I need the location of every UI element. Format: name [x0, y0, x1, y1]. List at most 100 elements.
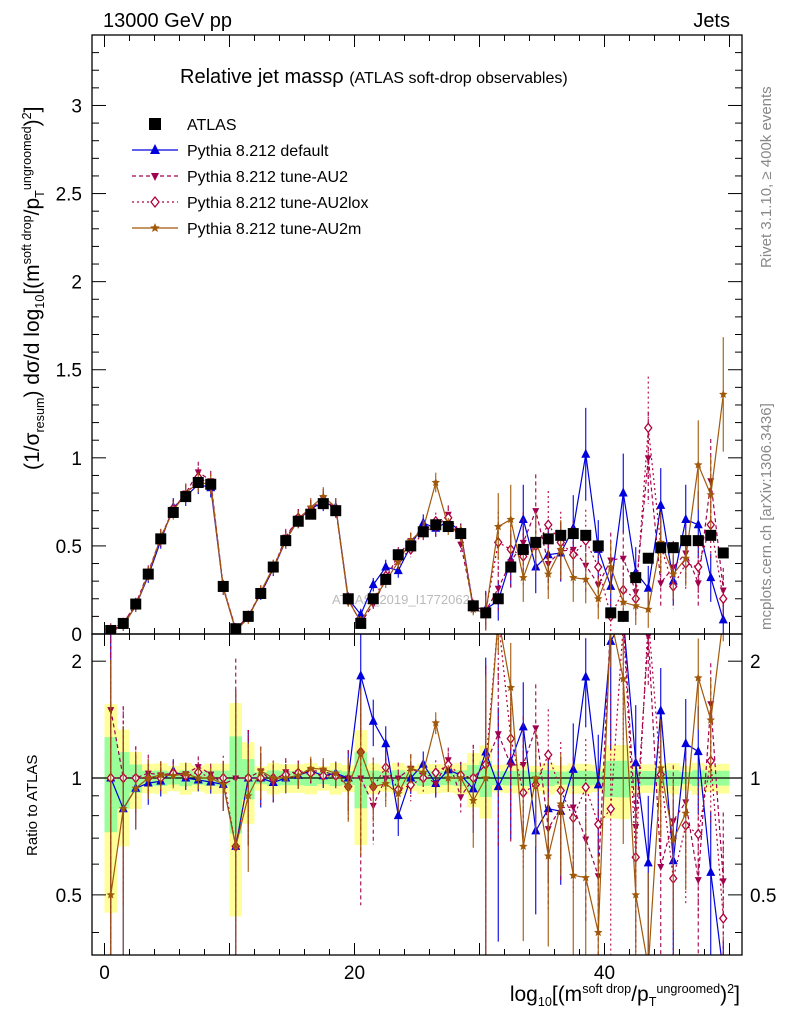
pythia-8-212-tune-au2m-ratio-line [110, 634, 722, 955]
pythia-8-212-tune-au2m-ratio-point [531, 773, 540, 782]
pythia-8-212-tune-au2m-ratio-point [356, 747, 365, 756]
pythia-8-212-tune-au2m-ratio-point [269, 773, 278, 782]
chart-subtitle: (ATLAS soft-drop observables) [349, 70, 568, 87]
atlas-data-point [642, 552, 654, 564]
pythia-8-212-default-point [693, 519, 703, 529]
pythia-8-212-tune-au2m-ratio-point [369, 782, 378, 791]
pythia-8-212-tune-au2m-ratio-point [319, 764, 328, 773]
pythia-8-212-default-ratio-point [643, 857, 653, 867]
atlas-data-point [342, 593, 354, 605]
pythia-8-212-tune-au2m-ratio-point [431, 718, 440, 727]
atlas-data-point [330, 505, 342, 517]
pythia-8-212-default-ratio-point [693, 746, 703, 756]
ratio-tick-label: 0.5 [56, 886, 82, 907]
pythia-8-212-default-ratio-point [493, 781, 503, 791]
pythia-8-212-tune-au2m-ratio-point [331, 768, 340, 777]
pythia-8-212-tune-au2m-ratio-point [694, 673, 703, 682]
pythia-8-212-tune-au2m-point [644, 604, 653, 613]
pythia-8-212-tune-au2m-point [619, 597, 628, 606]
pythia-8-212-tune-au2m-point [556, 544, 565, 554]
pythia-8-212-tune-au2-point [519, 539, 527, 547]
atlas-data-point [317, 498, 329, 510]
pythia-8-212-tune-au2-ratio-point [532, 725, 540, 733]
pythia-8-212-default-point [518, 513, 528, 523]
atlas-data-point [180, 491, 192, 503]
pythia-8-212-tune-au2lox-ratio-point [431, 767, 441, 779]
atlas-data-point [155, 533, 167, 545]
pythia-8-212-tune-au2-point [694, 580, 702, 588]
legend-marker-pythia-8-212-default [150, 144, 160, 154]
analysis-watermark: ATLAS_2019_I1772062 [332, 592, 470, 607]
ratio-plot-area [92, 634, 742, 976]
pythia-8-212-tune-au2m-ratio-point [181, 769, 190, 778]
pythia-8-212-default-ratio-point [356, 670, 366, 680]
pythia-8-212-tune-au2m-ratio-point [219, 779, 228, 788]
pythia-8-212-tune-au2m-point [519, 573, 528, 582]
pythia-8-212-tune-au2m-ratio-point [406, 763, 415, 772]
atlas-data-point [380, 573, 392, 585]
pythia-8-212-default-ratio-point [381, 738, 391, 748]
atlas-data-point [492, 593, 504, 605]
pythia-8-212-default-ratio-point [719, 967, 728, 976]
xlabel-p8: ] [734, 983, 740, 1006]
atlas-data-point [417, 526, 429, 538]
pythia-8-212-tune-au2m-point [594, 594, 603, 603]
pythia-8-212-tune-au2m-point [569, 573, 578, 582]
pythia-8-212-tune-au2m-point [706, 490, 715, 499]
atlas-data-point [392, 549, 404, 561]
pythia-8-212-default-point [581, 448, 591, 458]
pythia-8-212-tune-au2m-point [606, 562, 615, 571]
atlas-data-point [542, 533, 554, 545]
pythia-8-212-tune-au2-ratio-line [110, 634, 724, 881]
legend-label-pythia-8-212-tune-au2m: Pythia 8.212 tune-AU2m [187, 221, 361, 238]
pythia-8-212-default-ratio-point [631, 757, 641, 767]
pythia-8-212-tune-au2m-point [681, 553, 690, 562]
x-tick-label: 0 [99, 963, 110, 984]
pythia-8-212-tune-au2-ratio-point [494, 731, 502, 739]
pythia-8-212-tune-au2m-ratio-point [456, 773, 465, 782]
legend-marker-atlas [149, 118, 161, 130]
atlas-data-point [267, 561, 279, 573]
atlas-data-point [480, 607, 492, 619]
ratio-tick-label-right: 1 [750, 769, 761, 790]
main-plot-area [105, 337, 729, 634]
pythia-8-212-tune-au2m-ratio-point [131, 783, 140, 792]
pythia-8-212-tune-au2m-ratio-point [119, 804, 128, 813]
pythia-8-212-default-point [381, 561, 391, 571]
xlabel-p5: ungroomed [656, 982, 721, 996]
atlas-data-point [442, 521, 454, 533]
pythia-8-212-tune-au2lox-ratio-point [581, 781, 591, 793]
pythia-8-212-tune-au2m-point [431, 478, 440, 487]
pythia-8-212-default-ratio-point [568, 763, 578, 773]
pythia-8-212-tune-au2-point [719, 587, 727, 595]
pythia-8-212-tune-au2lox-ratio-point [593, 818, 603, 830]
atlas-data-point [555, 529, 567, 541]
xlabel-p6: ) [720, 983, 728, 1006]
pythia-8-212-tune-au2m-point [719, 389, 728, 398]
pythia-8-212-default-point [681, 513, 691, 523]
pythia-8-212-tune-au2-ratio-point [694, 877, 702, 885]
pythia-8-212-default-ratio-point [581, 671, 591, 681]
ratio-tick-label: 2 [71, 652, 82, 673]
pythia-8-212-tune-au2m-ratio-point [344, 782, 353, 791]
pythia-8-212-tune-au2m-ratio-point [244, 791, 253, 800]
pythia-8-212-default-point [656, 499, 666, 509]
atlas-data-point [505, 561, 517, 573]
y-tick-label: 2.5 [56, 185, 82, 206]
pythia-8-212-tune-au2lox-ratio-point [543, 749, 553, 761]
y-tick-label: 2 [71, 273, 82, 294]
xlabel-p3: /p [631, 983, 649, 1006]
pythia-8-212-tune-au2m-point [494, 522, 503, 531]
pythia-8-212-tune-au2lox-point [718, 593, 728, 605]
xlabel-p1: [(m [551, 983, 583, 1006]
pythia-8-212-tune-au2m-point [506, 515, 515, 524]
atlas-data-point [580, 529, 592, 541]
atlas-data-point [305, 508, 317, 520]
pythia-8-212-tune-au2m-ratio-point [631, 890, 640, 899]
pythia-8-212-tune-au2m-ratio-point [169, 771, 178, 780]
pythia-8-212-default-ratio-point [393, 810, 403, 820]
atlas-data-point [205, 478, 217, 490]
atlas-data-point [467, 600, 479, 612]
atlas-data-point [667, 542, 679, 554]
pythia-8-212-tune-au2m-point [394, 557, 403, 566]
